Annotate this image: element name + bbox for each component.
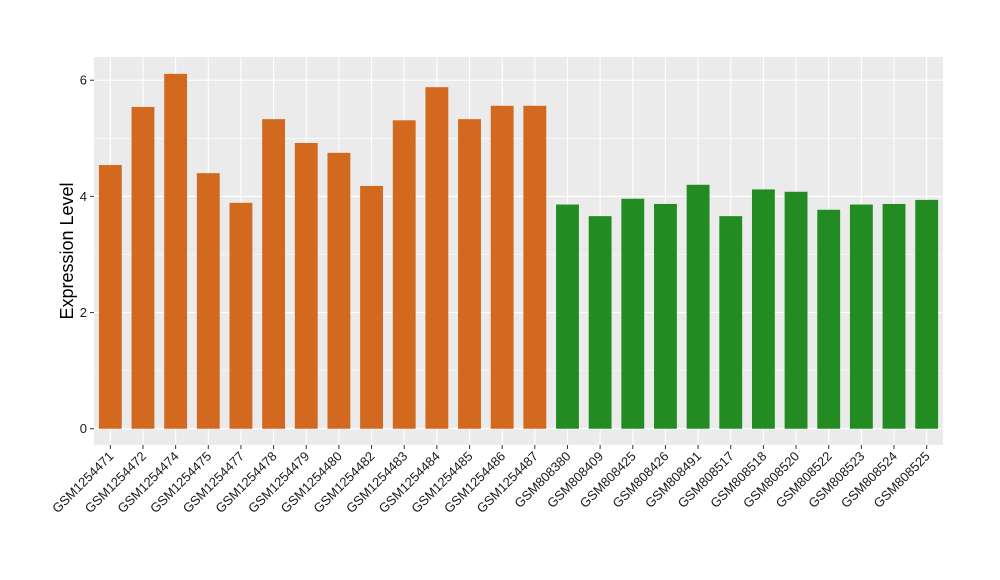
bar-GSM1254471 (98, 165, 122, 429)
bar-GSM1254485 (458, 119, 481, 429)
y-tick-label: 2 (80, 305, 87, 320)
y-tick-label: 6 (80, 73, 87, 88)
bar-GSM1254486 (490, 105, 514, 429)
plot-panel (94, 57, 943, 445)
bar-GSM1254480 (327, 152, 351, 429)
bar-GSM1254474 (164, 73, 188, 429)
bar-GSM808523 (849, 204, 873, 429)
bar-GSM1254484 (425, 87, 449, 429)
bar-GSM808522 (817, 209, 841, 429)
bar-GSM808524 (882, 203, 906, 429)
bar-GSM808425 (621, 198, 645, 429)
y-tick-label: 4 (80, 189, 87, 204)
bar-GSM1254478 (262, 119, 286, 429)
bar-GSM808517 (719, 216, 743, 429)
bar-GSM1254475 (196, 173, 220, 429)
y-axis: 0 2 4 6 (80, 73, 94, 436)
bar-GSM1254477 (229, 202, 253, 429)
bar-GSM1254472 (131, 106, 155, 429)
bars (98, 73, 939, 429)
bar-GSM808518 (751, 189, 775, 429)
bar-GSM808409 (588, 216, 612, 429)
x-axis: GSM1254471GSM1254472GSM1254474GSM1254475… (49, 445, 933, 516)
y-tick-label: 0 (80, 421, 87, 436)
bar-GSM1254487 (523, 105, 547, 429)
bar-GSM808426 (654, 203, 677, 429)
bar-GSM1254483 (392, 120, 416, 429)
bar-GSM808525 (915, 199, 939, 429)
y-axis-title: Expression Level (57, 182, 77, 319)
bar-GSM1254482 (360, 185, 383, 429)
bar-GSM808491 (686, 184, 710, 429)
bar-GSM808380 (556, 204, 579, 429)
bar-GSM1254479 (294, 142, 318, 429)
bar-GSM808520 (784, 191, 808, 429)
